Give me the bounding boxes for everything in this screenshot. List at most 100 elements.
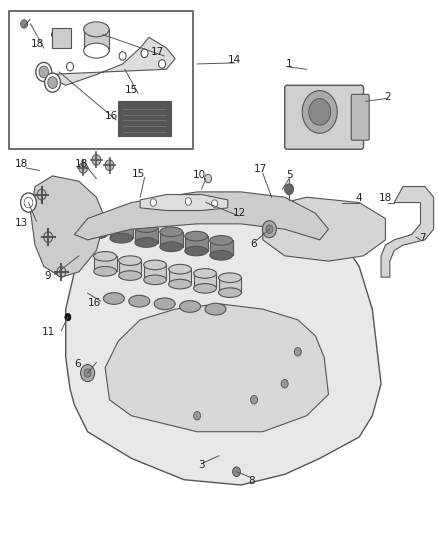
Polygon shape xyxy=(185,236,208,251)
Polygon shape xyxy=(160,232,183,247)
Ellipse shape xyxy=(110,219,133,228)
Ellipse shape xyxy=(160,227,183,237)
Circle shape xyxy=(24,197,33,208)
Bar xyxy=(194,273,216,288)
Ellipse shape xyxy=(144,260,166,270)
Polygon shape xyxy=(219,278,241,293)
Circle shape xyxy=(302,91,337,133)
Polygon shape xyxy=(119,261,141,276)
Polygon shape xyxy=(210,240,233,255)
Text: 1: 1 xyxy=(286,59,293,69)
Text: 6: 6 xyxy=(74,359,81,368)
Circle shape xyxy=(36,62,52,82)
Bar xyxy=(119,261,141,276)
Text: 15: 15 xyxy=(131,169,145,179)
Circle shape xyxy=(281,379,288,388)
Circle shape xyxy=(233,467,240,477)
Polygon shape xyxy=(105,304,328,432)
Bar xyxy=(52,35,71,48)
Ellipse shape xyxy=(180,301,201,312)
Ellipse shape xyxy=(219,273,241,282)
Polygon shape xyxy=(140,195,228,211)
Circle shape xyxy=(159,60,166,68)
Circle shape xyxy=(39,66,49,78)
Polygon shape xyxy=(44,37,175,85)
Bar xyxy=(118,101,171,136)
Bar xyxy=(219,278,241,293)
Circle shape xyxy=(57,266,66,277)
Bar xyxy=(84,29,109,51)
Ellipse shape xyxy=(119,271,141,280)
Text: 18: 18 xyxy=(379,193,392,203)
Ellipse shape xyxy=(94,252,117,261)
Ellipse shape xyxy=(103,293,124,304)
Text: 5: 5 xyxy=(286,170,293,180)
Circle shape xyxy=(44,232,53,243)
Circle shape xyxy=(266,225,273,233)
Text: 13: 13 xyxy=(15,218,28,228)
Circle shape xyxy=(37,189,46,200)
Text: 17: 17 xyxy=(254,165,267,174)
Circle shape xyxy=(65,313,71,321)
Ellipse shape xyxy=(129,295,150,307)
Circle shape xyxy=(21,20,28,28)
Ellipse shape xyxy=(194,269,216,278)
Circle shape xyxy=(251,395,258,404)
Polygon shape xyxy=(263,197,385,261)
Ellipse shape xyxy=(135,223,158,232)
Circle shape xyxy=(150,199,156,206)
Bar xyxy=(144,265,166,280)
Text: 3: 3 xyxy=(198,461,205,470)
Ellipse shape xyxy=(169,279,191,289)
Circle shape xyxy=(119,52,126,60)
Text: 12: 12 xyxy=(233,208,246,218)
Ellipse shape xyxy=(85,214,108,224)
Ellipse shape xyxy=(144,275,166,285)
Ellipse shape xyxy=(85,229,108,239)
Circle shape xyxy=(48,77,57,88)
Ellipse shape xyxy=(119,256,141,265)
Circle shape xyxy=(84,369,91,377)
Circle shape xyxy=(205,174,212,183)
Circle shape xyxy=(81,365,95,382)
FancyBboxPatch shape xyxy=(351,94,369,140)
FancyBboxPatch shape xyxy=(285,85,364,149)
Polygon shape xyxy=(381,187,434,277)
Text: 18: 18 xyxy=(14,159,28,169)
Text: 4: 4 xyxy=(356,193,363,203)
Polygon shape xyxy=(85,219,108,234)
Ellipse shape xyxy=(154,298,175,310)
Bar xyxy=(9,11,193,149)
Circle shape xyxy=(294,348,301,356)
Circle shape xyxy=(67,62,74,71)
Ellipse shape xyxy=(110,233,133,243)
Bar xyxy=(135,228,158,243)
Circle shape xyxy=(79,163,88,173)
Bar xyxy=(160,232,183,247)
Text: 2: 2 xyxy=(384,92,391,102)
Ellipse shape xyxy=(185,231,208,241)
Circle shape xyxy=(45,73,60,92)
Ellipse shape xyxy=(205,303,226,315)
Bar xyxy=(85,219,108,234)
Polygon shape xyxy=(31,176,105,277)
Ellipse shape xyxy=(160,242,183,252)
Polygon shape xyxy=(94,256,117,271)
Polygon shape xyxy=(169,269,191,284)
Text: 14: 14 xyxy=(228,55,241,64)
Text: 6: 6 xyxy=(251,239,258,248)
Circle shape xyxy=(92,155,101,165)
Text: 9: 9 xyxy=(45,271,52,280)
Text: 16: 16 xyxy=(88,298,101,308)
Circle shape xyxy=(262,221,276,238)
Text: 16: 16 xyxy=(105,111,118,120)
Text: 7: 7 xyxy=(419,233,426,243)
Bar xyxy=(210,240,233,255)
Circle shape xyxy=(141,49,148,58)
Ellipse shape xyxy=(185,246,208,256)
Polygon shape xyxy=(84,29,109,51)
Text: 8: 8 xyxy=(248,476,255,486)
Bar xyxy=(185,236,208,251)
Text: 15: 15 xyxy=(125,85,138,94)
Text: 18: 18 xyxy=(74,159,88,169)
